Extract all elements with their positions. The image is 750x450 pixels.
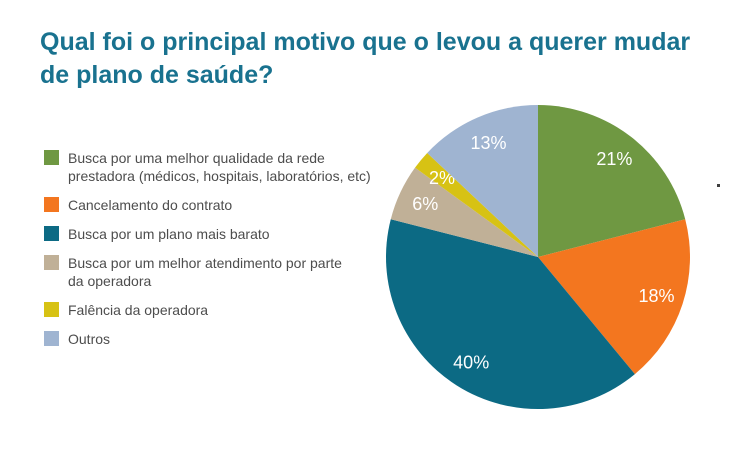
- legend-label: Busca por um melhor atendimento por part…: [68, 255, 342, 289]
- legend-swatch: [44, 331, 59, 346]
- pie-slice-label-1: 18%: [638, 286, 674, 306]
- legend-swatch: [44, 302, 59, 317]
- legend-label: Busca por uma melhor qualidade da rede p…: [68, 150, 371, 184]
- legend-item-4: Falência da operadora: [44, 301, 384, 319]
- pie-slice-label-3: 6%: [412, 194, 438, 214]
- legend: Busca por uma melhor qualidade da rede p…: [44, 149, 384, 348]
- legend-label: Outros: [68, 331, 111, 347]
- legend-swatch: [44, 197, 59, 212]
- legend-swatch: [44, 226, 59, 241]
- pie-slice-label-0: 21%: [596, 149, 632, 169]
- legend-item-0: Busca por uma melhor qualidade da rede p…: [44, 149, 384, 185]
- legend-swatch: [44, 150, 59, 165]
- legend-swatch: [44, 255, 59, 270]
- pie-slice-3: [390, 167, 538, 257]
- legend-item-1: Cancelamento do contrato: [44, 196, 384, 214]
- pie-slice-2: [386, 219, 635, 409]
- pie-slice-5: [427, 105, 538, 257]
- legend-label: Cancelamento do contrato: [68, 197, 233, 213]
- legend-item-3: Busca por um melhor atendimento por part…: [44, 254, 384, 290]
- pie-slice-label-5: 13%: [470, 133, 506, 153]
- stray-dot: [717, 184, 720, 187]
- legend-label: Falência da operadora: [68, 302, 209, 318]
- chart-title: Qual foi o principal motivo que o levou …: [40, 28, 691, 89]
- legend-label: Busca por um plano mais barato: [68, 226, 270, 242]
- pie-slice-4: [415, 152, 538, 257]
- legend-item-2: Busca por um plano mais barato: [44, 225, 384, 243]
- legend-item-5: Outros: [44, 330, 384, 348]
- pie-slice-1: [538, 219, 690, 375]
- pie-slice-0: [538, 105, 686, 257]
- pie-slice-label-2: 40%: [453, 353, 489, 373]
